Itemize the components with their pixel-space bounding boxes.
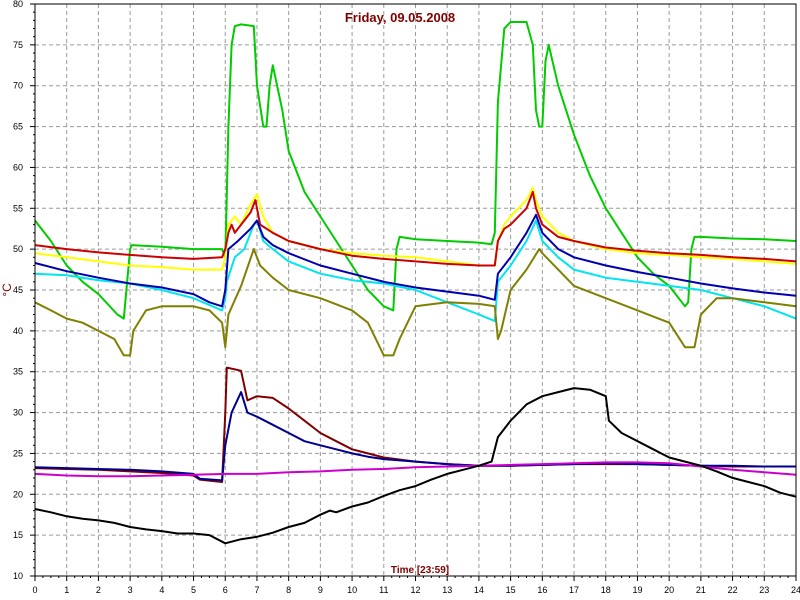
y-tick-label: 50 — [13, 244, 23, 254]
y-tick-label: 25 — [13, 448, 23, 458]
series-line — [34, 461, 797, 478]
series-line — [34, 190, 797, 267]
x-tick-label: 1 — [64, 585, 69, 595]
x-tick-label: 8 — [286, 585, 291, 595]
series-line — [34, 186, 797, 271]
x-axis-label: Time [23:59] — [391, 565, 449, 576]
y-tick-label: 45 — [13, 285, 23, 295]
grid-lines — [35, 4, 796, 576]
y-tick-label: 80 — [13, 0, 23, 9]
y-tick-label: 15 — [13, 530, 23, 540]
y-tick-label: 35 — [13, 367, 23, 377]
series-line — [34, 248, 797, 357]
x-tick-label: 0 — [32, 585, 37, 595]
x-tick-label: 15 — [506, 585, 516, 595]
y-tick-label: 55 — [13, 203, 23, 213]
y-tick-label: 10 — [13, 571, 23, 581]
x-tick-label: 13 — [442, 585, 452, 595]
x-tick-label: 16 — [537, 585, 547, 595]
x-tick-label: 6 — [223, 585, 228, 595]
x-tick-label: 24 — [791, 585, 800, 595]
y-tick-label: 70 — [13, 81, 23, 91]
series-line — [34, 391, 796, 482]
x-tick-label: 23 — [759, 585, 769, 595]
x-tick-label: 5 — [191, 585, 196, 595]
y-tick-label: 40 — [13, 326, 23, 336]
series-lines — [34, 21, 797, 545]
y-tick-labels: 10 15 20 25 30 35 40 45 50 55 60 65 70 75 80 — [13, 0, 35, 581]
series-line — [34, 387, 797, 545]
x-tick-label: 4 — [159, 585, 164, 595]
x-tick-label: 20 — [664, 585, 674, 595]
y-tick-label: 60 — [13, 162, 23, 172]
x-tick-label: 14 — [474, 585, 484, 595]
x-tick-labels: 0 1 2 3 4 5 6 7 8 9 10 11 12 13 14 15 16 17 18 19 20 21 22 23 24 — [32, 576, 800, 595]
x-tick-label: 9 — [318, 585, 323, 595]
x-tick-label: 17 — [569, 585, 579, 595]
x-tick-label: 12 — [410, 585, 420, 595]
series-line — [34, 213, 797, 308]
x-tick-label: 2 — [96, 585, 101, 595]
x-tick-label: 21 — [696, 585, 706, 595]
x-tick-label: 18 — [601, 585, 611, 595]
y-axis-label: °C — [0, 283, 14, 297]
y-tick-label: 30 — [13, 408, 23, 418]
x-tick-label: 22 — [728, 585, 738, 595]
series-line — [34, 21, 797, 320]
x-tick-label: 19 — [632, 585, 642, 595]
series-line — [34, 219, 797, 323]
x-tick-label: 11 — [379, 585, 388, 595]
y-tick-label: 20 — [13, 489, 23, 499]
y-tick-label: 75 — [13, 40, 23, 50]
x-tick-label: 10 — [347, 585, 357, 595]
chart-title: Friday, 09.05.2008 — [345, 10, 455, 25]
x-tick-label: 3 — [128, 585, 133, 595]
y-tick-label: 65 — [13, 122, 23, 132]
x-tick-label: 7 — [254, 585, 259, 595]
